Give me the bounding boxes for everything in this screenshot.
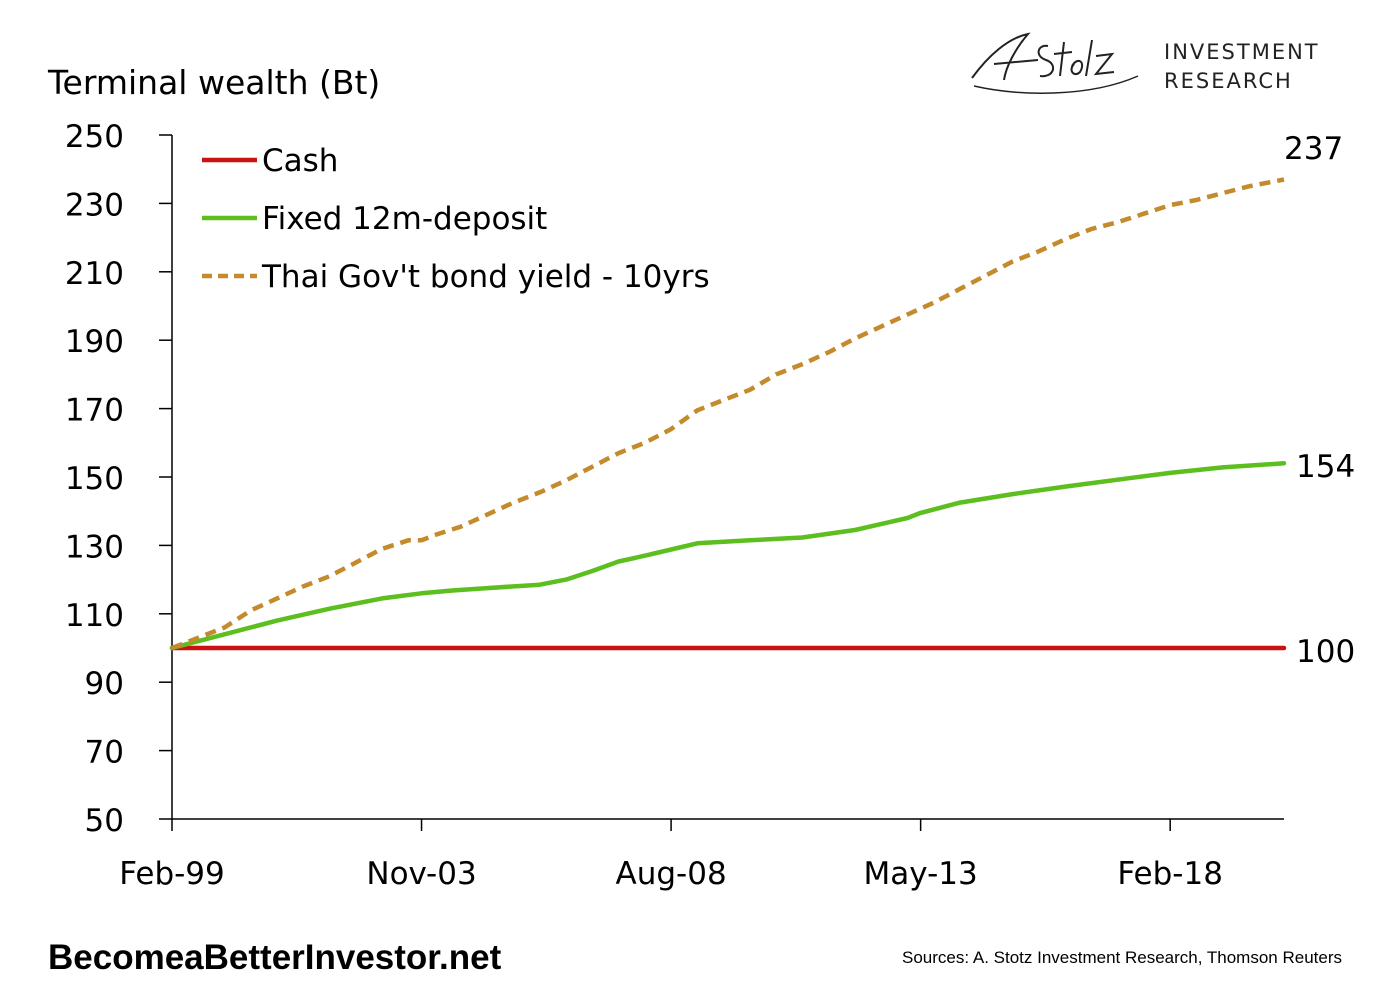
legend: Cash Fixed 12m-deposit Thai Gov't bond yie… <box>202 143 710 295</box>
y-tick-label: 110 <box>65 598 124 634</box>
y-tick-label: 250 <box>65 119 124 155</box>
end-value-label: 100 <box>1296 634 1355 670</box>
y-tick-label: 90 <box>85 666 124 702</box>
legend-label-bond: Thai Gov't bond yield - 10yrs <box>261 259 710 295</box>
logo-text: INVESTMENT RESEARCH <box>1164 38 1320 96</box>
logo-line-research: RESEARCH <box>1164 69 1293 93</box>
legend-label-cash: Cash <box>262 143 338 179</box>
series-line-bond <box>171 177 1285 651</box>
axes: 50 70 90 110 130 150 170 190 210 230 250 Feb-99 Nov-… <box>65 119 1284 892</box>
logo-line-investment: INVESTMENT <box>1164 40 1320 64</box>
x-tick-label: Feb-18 <box>1117 856 1223 892</box>
end-labels: 237 154 100 <box>1284 131 1355 670</box>
x-tick-label: Nov-03 <box>366 856 476 892</box>
legend-label-deposit: Fixed 12m-deposit <box>262 201 547 237</box>
logo-signature <box>971 32 1139 94</box>
y-tick-label: 150 <box>65 461 124 497</box>
x-tick-label: May-13 <box>864 856 978 892</box>
y-tick-label: 50 <box>85 803 124 839</box>
series-line-deposit <box>169 461 1287 651</box>
x-tick-label: Aug-08 <box>616 856 727 892</box>
y-tick-label: 230 <box>65 187 124 223</box>
end-value-label: 237 <box>1284 131 1343 167</box>
series-group <box>169 177 1287 651</box>
y-tick-label: 130 <box>65 529 124 565</box>
website-link[interactable]: BecomeaBetterInvestor.net <box>48 938 502 977</box>
y-axis-label: Terminal wealth (Bt) <box>47 63 380 102</box>
y-tick-label: 70 <box>85 735 124 771</box>
x-tick-label: Feb-99 <box>119 856 225 892</box>
end-value-label: 154 <box>1296 449 1355 485</box>
y-tick-label: 170 <box>65 393 124 429</box>
y-tick-label: 190 <box>65 324 124 360</box>
y-tick-label: 210 <box>65 256 124 292</box>
sources-note: Sources: A. Stotz Investment Research, T… <box>902 948 1342 967</box>
